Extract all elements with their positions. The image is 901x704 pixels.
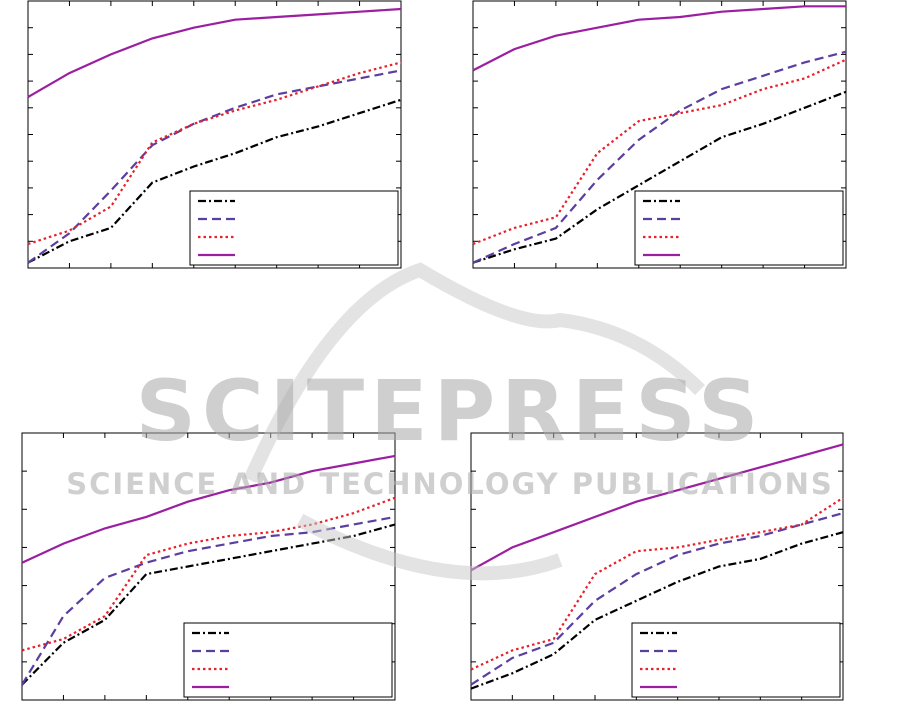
swoosh-arc (243, 262, 705, 483)
series-line (470, 531, 844, 690)
series-line (470, 496, 844, 671)
series-line (472, 90, 847, 264)
watermark-title: SCITEPRESS (136, 362, 765, 460)
legend-box (189, 190, 399, 266)
series-line (27, 98, 402, 264)
series-line (27, 69, 402, 264)
swoosh-lower (296, 513, 563, 581)
chart (21, 432, 396, 701)
chart (27, 0, 402, 269)
series-line (472, 5, 846, 72)
watermark-subtitle: SCIENCE AND TECHNOLOGY PUBLICATIONS (66, 467, 834, 501)
series-line (470, 512, 844, 686)
legend-box (631, 622, 841, 698)
series-line (472, 58, 847, 246)
series-line (21, 515, 396, 686)
series-line (470, 443, 844, 572)
series-line (27, 61, 402, 246)
series-line (21, 454, 396, 564)
series-line (27, 7, 402, 99)
series-line (21, 496, 396, 652)
legend-box (634, 190, 844, 266)
legend-box (183, 622, 393, 698)
chart (472, 0, 847, 269)
watermark-swoosh (243, 262, 705, 581)
